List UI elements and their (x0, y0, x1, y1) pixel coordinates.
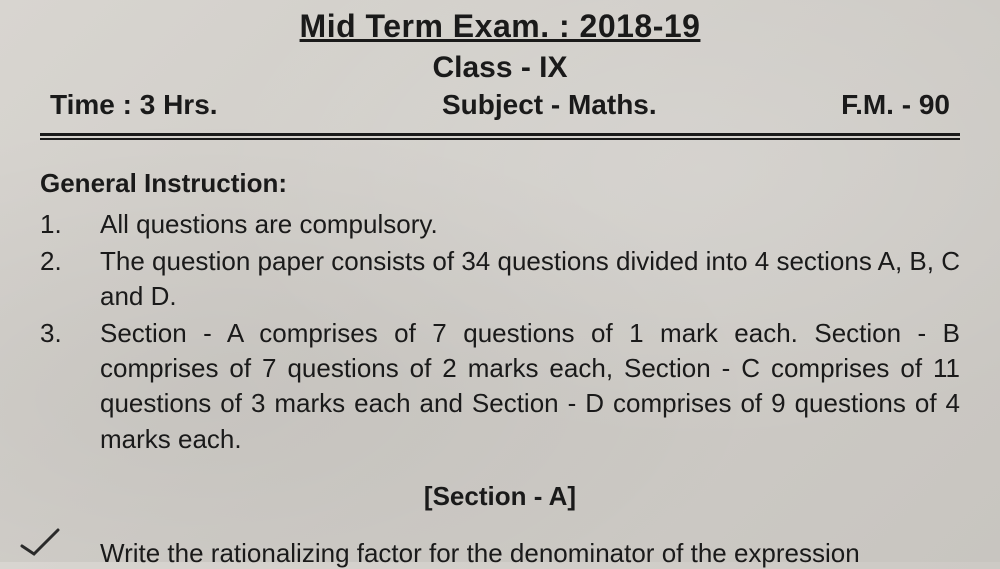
exam-info-row: Time : 3 Hrs. Subject - Maths. F.M. - 90 (40, 89, 960, 121)
full-marks-label: F.M. - 90 (841, 89, 950, 121)
class-line: Class - IX (40, 51, 960, 85)
handwritten-mark-icon (20, 528, 60, 558)
subject-label: Subject - Maths. (218, 89, 842, 121)
question-text: Write the rationalizing factor for the d… (100, 538, 960, 569)
instructions-list: 1. All questions are compulsory. 2. The … (40, 207, 960, 457)
question-row: Write the rationalizing factor for the d… (40, 538, 960, 569)
instruction-number: 1. (40, 207, 100, 242)
time-label: Time : 3 Hrs. (50, 89, 218, 121)
exam-paper: Mid Term Exam. : 2018-19 Class - IX Time… (40, 8, 960, 569)
section-a-heading: [Section - A] (40, 481, 960, 512)
divider-rule (40, 133, 960, 140)
instruction-text: Section - A comprises of 7 questions of … (100, 316, 960, 456)
exam-title: Mid Term Exam. : 2018-19 (40, 8, 960, 45)
instruction-text: All questions are compulsory. (100, 207, 960, 242)
instruction-item: 3. Section - A comprises of 7 questions … (40, 316, 960, 456)
instruction-number: 3. (40, 316, 100, 456)
instructions-heading: General Instruction: (40, 168, 960, 199)
instruction-item: 2. The question paper consists of 34 que… (40, 244, 960, 314)
instruction-text: The question paper consists of 34 questi… (100, 244, 960, 314)
instruction-number: 2. (40, 244, 100, 314)
instruction-item: 1. All questions are compulsory. (40, 207, 960, 242)
